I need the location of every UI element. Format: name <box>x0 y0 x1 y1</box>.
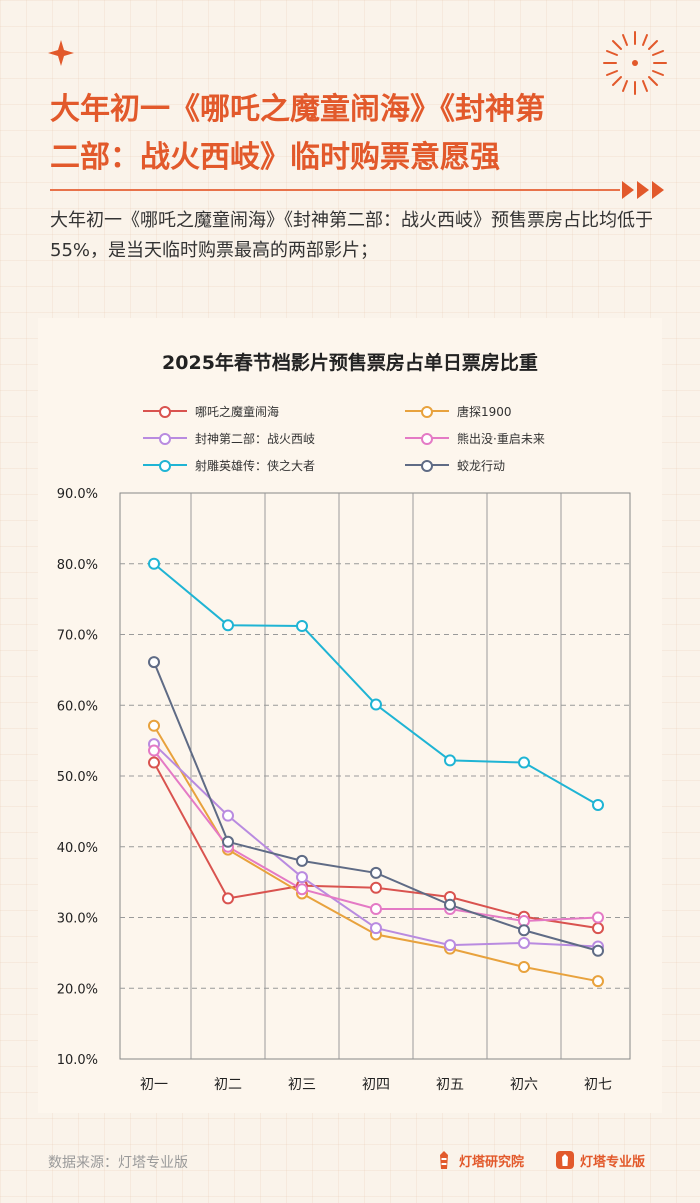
legend-swatch <box>405 431 449 445</box>
data-point <box>592 944 604 957</box>
data-point <box>370 922 382 935</box>
data-point <box>296 871 308 884</box>
legend-item: 射雕英雄传：侠之大者 <box>143 455 315 475</box>
y-tick-label: 90.0% <box>57 487 98 502</box>
data-point <box>222 835 234 848</box>
y-tick-label: 50.0% <box>57 770 98 785</box>
y-tick-label: 60.0% <box>57 699 98 714</box>
legend-swatch <box>405 404 449 418</box>
page-subtitle: 大年初一《哪吒之魔童闹海》《封神第二部：战火西岐》预售票房占比均低于55%，是当… <box>50 210 653 261</box>
legend-swatch <box>143 404 187 418</box>
lighthouse-icon <box>440 1151 448 1169</box>
legend-item: 哪吒之魔童闹海 <box>143 401 279 421</box>
data-point <box>518 961 530 974</box>
data-point <box>222 809 234 822</box>
data-point <box>148 744 160 757</box>
data-point <box>148 756 160 769</box>
data-point <box>592 799 604 812</box>
x-tick-label: 初三 <box>288 1076 316 1093</box>
data-point <box>370 881 382 894</box>
brand-name: 灯塔专业版 <box>580 1154 646 1170</box>
x-tick-label: 初一 <box>140 1076 168 1093</box>
legend-item: 唐探1900 <box>405 401 512 421</box>
legend-marker <box>159 460 171 472</box>
data-point <box>370 866 382 879</box>
data-point <box>222 619 234 632</box>
chart-title: 2025年春节档影片预售票房占单日票房比重 <box>162 352 538 374</box>
y-tick-label: 10.0% <box>57 1053 98 1068</box>
data-point <box>296 620 308 633</box>
title-divider <box>50 189 620 191</box>
legend-label: 蛟龙行动 <box>457 458 506 473</box>
legend-swatch <box>143 431 187 445</box>
data-point <box>370 903 382 916</box>
y-tick-label: 30.0% <box>57 912 98 927</box>
legend-swatch <box>143 458 187 472</box>
legend-marker <box>421 433 433 445</box>
data-point <box>296 883 308 896</box>
legend-label: 封神第二部：战火西岐 <box>195 431 316 446</box>
data-point <box>444 939 456 952</box>
x-tick-label: 初七 <box>584 1076 612 1093</box>
y-tick-label: 20.0% <box>57 982 98 997</box>
x-tick-label: 初二 <box>214 1076 242 1093</box>
data-point <box>296 854 308 867</box>
data-point <box>370 698 382 711</box>
legend-marker <box>421 406 433 418</box>
data-point <box>592 911 604 924</box>
x-tick-label: 初五 <box>436 1076 464 1093</box>
data-point <box>592 922 604 935</box>
legend-item: 蛟龙行动 <box>405 455 505 475</box>
y-tick-label: 80.0% <box>57 558 98 573</box>
page-title: 大年初一《哪吒之魔童闹海》《封神第二部：战火西岐》临时购票意愿强 <box>50 92 545 175</box>
data-point <box>444 754 456 767</box>
data-point <box>518 756 530 769</box>
line-chart: 10.0% 20.0% 30.0% 40.0% 50.0% 60.0% 70.0% 80.0%… <box>57 487 631 1093</box>
legend-swatch <box>405 458 449 472</box>
data-point <box>148 557 160 570</box>
data-point <box>444 898 456 911</box>
data-point <box>148 719 160 732</box>
brand-research: 灯塔研究院 <box>434 1150 524 1170</box>
y-tick-label: 40.0% <box>57 841 98 856</box>
x-tick-label: 初六 <box>510 1076 538 1093</box>
data-point <box>148 656 160 669</box>
lighthouse-badge-icon <box>556 1151 574 1169</box>
firework-icon <box>603 31 667 95</box>
data-point <box>518 924 530 937</box>
legend-item: 熊出没·重启未来 <box>405 428 545 448</box>
legend-marker <box>159 406 171 418</box>
data-point <box>518 936 530 949</box>
brand-name: 灯塔研究院 <box>459 1154 525 1170</box>
legend-label: 唐探1900 <box>457 404 512 419</box>
y-tick-label: 70.0% <box>57 629 98 644</box>
legend-marker <box>421 460 433 472</box>
legend-label: 熊出没·重启未来 <box>457 431 545 446</box>
data-point <box>222 892 234 905</box>
legend-label: 哪吒之魔童闹海 <box>195 404 280 419</box>
legend-label: 射雕英雄传：侠之大者 <box>195 458 316 473</box>
legend-marker <box>159 433 171 445</box>
sparkle-icon <box>48 40 74 66</box>
arrows-icon <box>622 181 664 199</box>
data-point <box>592 975 604 988</box>
legend-item: 封神第二部：战火西岐 <box>143 428 315 448</box>
brand-pro: 灯塔专业版 <box>555 1150 645 1170</box>
data-source: 数据来源：灯塔专业版 <box>48 1155 188 1171</box>
chart-card: 2025年春节档影片预售票房占单日票房比重 哪吒之魔童闹海 唐探1900 封神第… <box>38 318 662 1113</box>
x-tick-label: 初四 <box>362 1076 390 1093</box>
